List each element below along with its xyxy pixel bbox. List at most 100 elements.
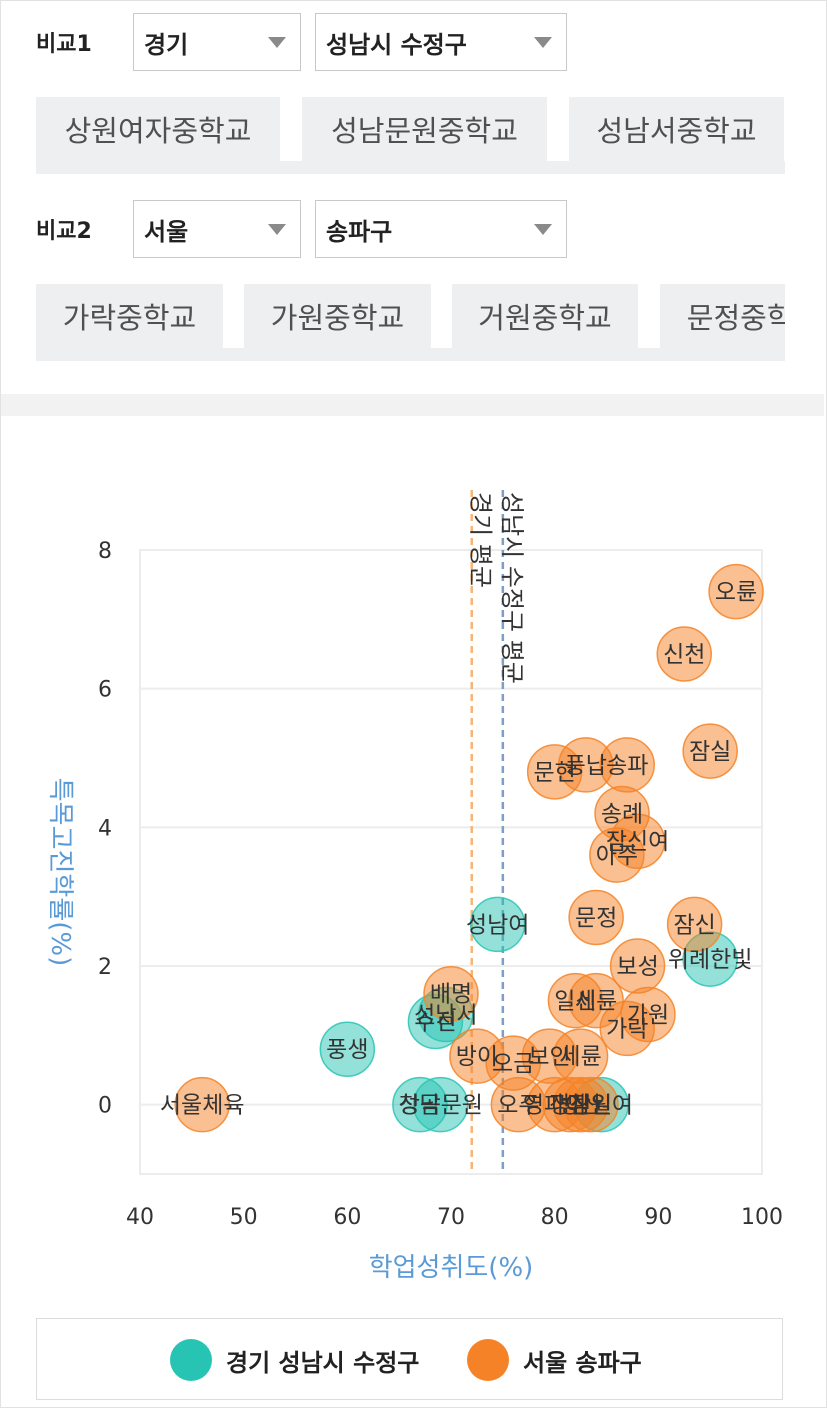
compare2-district-value: 송파구 (326, 217, 393, 246)
chart-legend: 경기 성남시 수정구 서울 송파구 (36, 1318, 783, 1400)
y-axis-label: 특목고진학률(%) (45, 778, 75, 967)
data-label: 상원여 (570, 1093, 633, 1119)
legend-item-series2[interactable]: 서울 송파구 (467, 1339, 642, 1381)
compare2-region-select[interactable]: 서울 (133, 200, 301, 258)
data-label: 송례 (601, 801, 643, 827)
compare1-district-value: 성남시 수정구 (326, 30, 467, 59)
compare1-region-select[interactable]: 경기 (133, 13, 301, 71)
data-label: 신천 (663, 642, 705, 668)
data-label: 잠신여 (606, 829, 669, 855)
reference-line-label: 경기 평균 (467, 492, 495, 588)
legend-item-series1[interactable]: 경기 성남시 수정구 (170, 1339, 419, 1381)
data-label: 세륜 (559, 1044, 601, 1070)
y-tick-label: 6 (98, 678, 112, 703)
compare1-row: 비교1 경기 성남시 수정구 (36, 13, 567, 71)
compare1-school-tabs: 상원여자중학교 성남문원중학교 성남서중학교 (36, 97, 785, 174)
data-label: 방산 (559, 1093, 601, 1119)
data-label: 잠실 (689, 739, 731, 765)
data-label: 오주 (497, 1093, 539, 1119)
section-divider (1, 394, 824, 416)
dropdown-caret-icon (534, 223, 552, 235)
x-axis-label: 학업성취도(%) (369, 1253, 534, 1283)
x-tick-label: 70 (437, 1205, 465, 1230)
y-tick-label: 4 (98, 816, 112, 841)
data-label: 잠일 (570, 1093, 612, 1119)
data-label: 위례한빛 (668, 947, 753, 973)
data-label: 일신 (554, 989, 596, 1015)
data-label: 아주 (596, 843, 638, 869)
axis-ticks: 0 2 4 6 8 40 50 60 70 80 90 100 (98, 539, 783, 1230)
data-label: 오륜 (715, 580, 757, 606)
x-tick-label: 60 (333, 1205, 361, 1230)
data-label: 풍납 (565, 753, 607, 779)
compare2-district-select[interactable]: 송파구 (315, 200, 567, 258)
data-point (708, 563, 764, 620)
data-label: 정신 (549, 1093, 591, 1119)
data-label: 보인 (528, 1044, 570, 1070)
compare2-school-chip[interactable]: 거원중학교 (452, 284, 638, 348)
data-label: 오금 (492, 1051, 534, 1077)
data-point (568, 889, 624, 946)
data-label: 송파 (606, 753, 648, 779)
data-label: 문현 (534, 760, 576, 786)
x-tick-label: 50 (230, 1205, 258, 1230)
dropdown-caret-icon (268, 223, 286, 235)
data-point (412, 1076, 469, 1133)
compare2-region-value: 서울 (144, 217, 189, 246)
data-point (656, 626, 712, 682)
data-point (319, 1021, 376, 1077)
compare1-school-chip[interactable]: 성남문원중학교 (302, 97, 547, 161)
legend-label-series1: 경기 성남시 수정구 (226, 1348, 420, 1377)
compare2-row: 비교2 서울 송파구 (36, 200, 567, 258)
reference-line-label: 성남시 수정구 평균 (498, 492, 526, 684)
data-label: 풍생 (326, 1037, 368, 1063)
data-label: 성남문원 (398, 1093, 483, 1119)
y-tick-label: 8 (98, 539, 112, 564)
data-point (589, 827, 645, 883)
dropdown-caret-icon (268, 36, 286, 48)
x-tick-label: 100 (741, 1205, 783, 1230)
compare2-school-chip[interactable]: 가락중학교 (36, 284, 223, 348)
y-tick-label: 2 (98, 955, 112, 980)
data-label: 수진 (414, 1009, 456, 1035)
data-point (563, 1076, 619, 1133)
data-label: 배명 (430, 982, 472, 1008)
data-point (423, 965, 479, 1022)
legend-label-series2: 서울 송파구 (523, 1348, 642, 1377)
compare2-school-chip[interactable]: 문정중학교 (660, 284, 785, 348)
data-point (666, 896, 723, 953)
data-label: 가원 (627, 1003, 669, 1029)
y-tick-label: 0 (98, 1094, 112, 1119)
dropdown-caret-icon (534, 36, 552, 48)
compare2-school-chip[interactable]: 가원중학교 (244, 284, 431, 348)
compare1-region-value: 경기 (144, 30, 189, 59)
series2-dot-icon (467, 1339, 509, 1381)
data-point (682, 723, 738, 779)
data-label: 창곡 (399, 1093, 441, 1119)
data-label: 성남여 (466, 912, 529, 938)
x-tick-label: 80 (541, 1205, 569, 1230)
data-label: 잠신 (673, 912, 715, 938)
compare2-label: 비교2 (36, 219, 92, 244)
x-tick-label: 90 (644, 1205, 672, 1230)
data-label: 성남서 (414, 1003, 477, 1029)
data-label: 서울체육 (160, 1093, 245, 1119)
compare1-school-chip[interactable]: 상원여자중학교 (36, 97, 280, 161)
data-point (469, 896, 526, 953)
data-label: 방이 (456, 1044, 498, 1070)
data-label: 가락 (606, 1016, 648, 1042)
data-label: 세륜 (575, 989, 617, 1015)
compare1-label: 비교1 (36, 32, 92, 57)
series1-dot-icon (170, 1339, 212, 1381)
data-point (599, 1000, 655, 1057)
data-label: 문정 (575, 905, 617, 931)
compare1-district-select[interactable]: 성남시 수정구 (315, 13, 567, 71)
data-point (174, 1076, 230, 1133)
x-tick-label: 40 (126, 1205, 154, 1230)
data-label: 영파여 (523, 1093, 586, 1119)
compare1-school-chip[interactable]: 성남서중학교 (569, 97, 784, 161)
compare2-school-tabs: 가락중학교 가원중학교 거원중학교 문정중학교 (36, 284, 785, 361)
data-label: 보성 (616, 954, 658, 980)
